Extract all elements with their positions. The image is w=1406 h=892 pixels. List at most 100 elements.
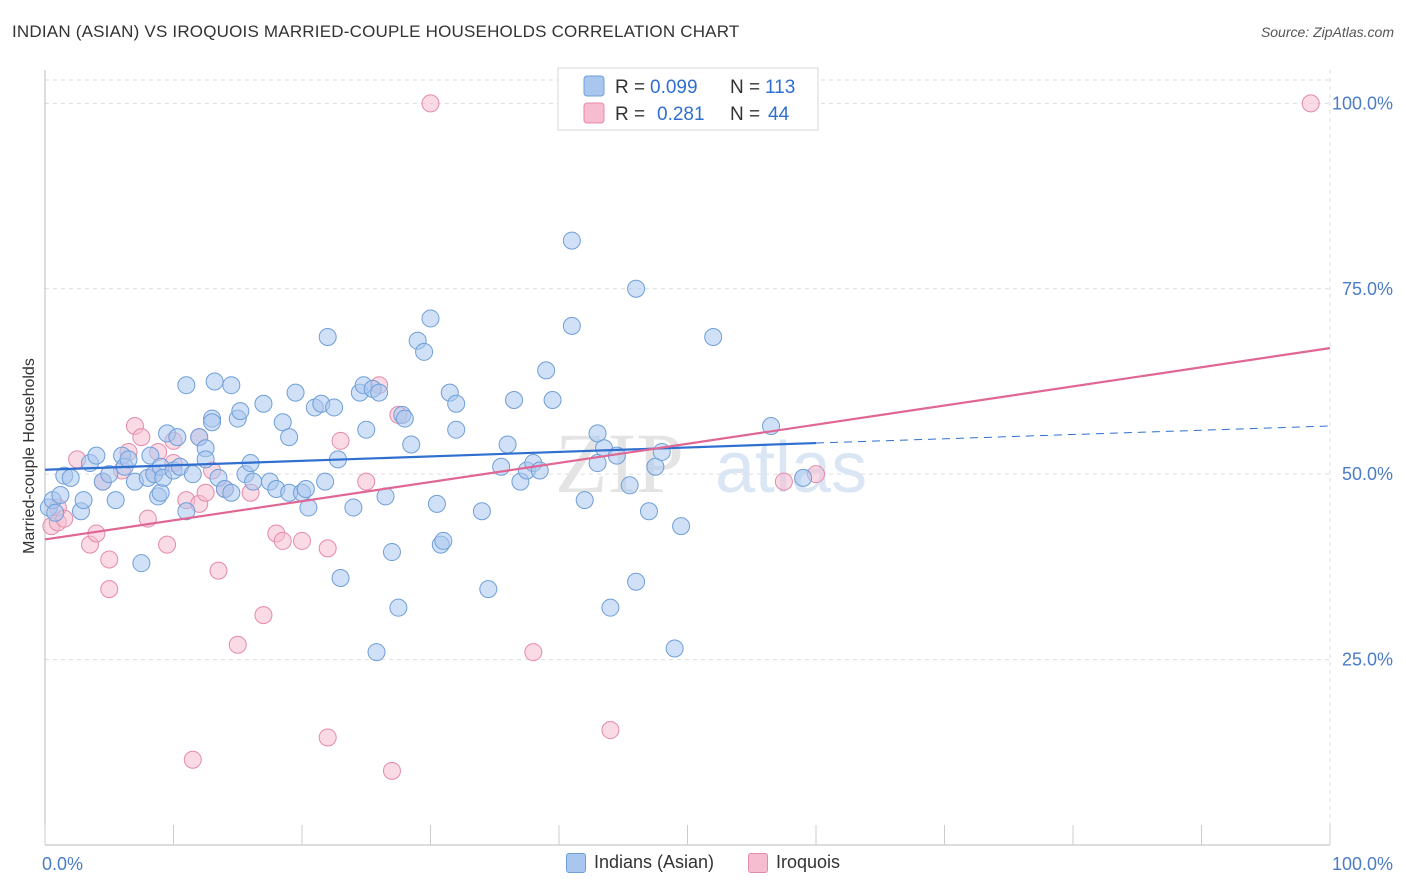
legend-n-label-2: N = (730, 104, 760, 125)
legend-swatch-pink (583, 102, 605, 124)
indians-asian-point (447, 420, 466, 439)
indians-asian-point (205, 372, 224, 391)
trend-line-indians-asian (44, 441, 817, 471)
iroquois-points (42, 94, 1320, 780)
iroquois-point (100, 550, 119, 569)
indians-asian-point (141, 446, 160, 465)
iroquois-point (357, 472, 376, 491)
iroquois-point (158, 535, 177, 554)
indians-asian-point (672, 517, 691, 536)
legend-r-value-2: 0.281 (657, 104, 705, 125)
indians-asian-point (620, 476, 639, 495)
indians-asian-point (299, 498, 318, 517)
indians-asian-point (646, 457, 665, 476)
legend-swatch-blue (583, 75, 605, 97)
indians-asian-point (537, 361, 556, 380)
chart-title: INDIAN (ASIAN) VS IROQUOIS MARRIED-COUPL… (12, 22, 740, 41)
legend-n-value-2: 44 (768, 104, 790, 125)
indians-asian-points (39, 231, 813, 662)
trend-line-iroquois (44, 347, 1331, 541)
iroquois-point (1301, 94, 1320, 113)
iroquois-point (382, 761, 401, 780)
iroquois-point (228, 635, 247, 654)
indians-asian-point (543, 391, 562, 410)
watermark-atlas: atlas (715, 428, 867, 508)
x-tick-label-1: 100.0% (1332, 854, 1393, 874)
y-tick-label-2: 75.0% (1342, 279, 1393, 299)
indians-asian-point (627, 572, 646, 591)
iroquois-point (183, 750, 202, 769)
indians-asian-point (794, 468, 813, 487)
indians-asian-point (168, 428, 187, 447)
indians-asian-point (177, 376, 196, 395)
indians-asian-point (331, 569, 350, 588)
indians-asian-point (427, 494, 446, 513)
legend-n-value-1: 113 (765, 77, 795, 98)
series-legend: Indians (Asian) Iroquois (0, 852, 1406, 873)
y-tick-labels: 25.0% 50.0% 75.0% 100.0% (1332, 93, 1393, 669)
indians-asian-point (119, 450, 138, 469)
iroquois-point (421, 94, 440, 113)
indians-asian-point (273, 413, 292, 432)
indians-asian-point (344, 498, 363, 517)
indians-asian-point (370, 383, 389, 402)
indians-asian-point (447, 394, 466, 413)
indians-asian-point (132, 554, 151, 573)
legend-r-label-1: R = (615, 77, 645, 98)
legend-swatch-iroquois (748, 852, 768, 873)
indians-asian-point (562, 231, 581, 250)
iroquois-point (774, 472, 793, 491)
watermark: ZIP atlas (555, 415, 867, 511)
grid-lines (45, 70, 1331, 845)
indians-asian-point (575, 491, 594, 510)
indians-asian-point (280, 428, 299, 447)
indians-asian-point (415, 342, 434, 361)
iroquois-point (331, 431, 350, 450)
indians-asian-point (562, 316, 581, 335)
indians-asian-point (382, 543, 401, 562)
indians-asian-point (421, 309, 440, 328)
indians-asian-point (74, 491, 93, 510)
indians-asian-point (434, 531, 453, 550)
correlation-legend: R = 0.099 N = 113 R = 0.281 N = 44 (557, 67, 819, 131)
indians-asian-point (183, 465, 202, 484)
trend-lines (44, 347, 1331, 541)
indians-asian-point (367, 643, 386, 662)
indians-asian-point (151, 483, 170, 502)
iroquois-point (318, 539, 337, 558)
indians-asian-point (505, 391, 524, 410)
indians-asian-point (479, 580, 498, 599)
iroquois-point (132, 428, 151, 447)
iroquois-point (318, 728, 337, 747)
iroquois-point (273, 531, 292, 550)
indians-asian-point (231, 402, 250, 421)
iroquois-point (254, 606, 273, 625)
indians-asian-point (244, 472, 263, 491)
indians-asian-point (286, 383, 305, 402)
trend-line-indians-asian-extension (815, 425, 1331, 444)
y-tick-label-1: 50.0% (1342, 464, 1393, 484)
x-tick-labels: 0.0% 100.0% (42, 854, 1393, 874)
indians-asian-point (51, 485, 70, 504)
legend-swatch-indians-asian (565, 852, 586, 873)
indians-asian-point (177, 502, 196, 521)
indians-asian-point (402, 435, 421, 454)
legend-n-label-1: N = (730, 77, 760, 98)
iroquois-point (196, 483, 215, 502)
indians-asian-point (665, 639, 684, 658)
legend-item-iroquois: Iroquois (748, 852, 840, 873)
y-tick-label-3: 100.0% (1332, 93, 1393, 113)
iroquois-point (293, 531, 311, 550)
indians-asian-point (316, 472, 335, 491)
indians-asian-point (704, 327, 723, 346)
indians-asian-point (61, 468, 80, 487)
indians-asian-point (106, 491, 125, 510)
legend-label-iroquois: Iroquois (776, 852, 841, 872)
indians-asian-point (87, 446, 106, 465)
indians-asian-point (100, 465, 119, 484)
iroquois-point (601, 721, 620, 740)
indians-asian-point (601, 598, 620, 617)
indians-asian-point (395, 409, 414, 428)
indians-asian-point (325, 398, 344, 417)
